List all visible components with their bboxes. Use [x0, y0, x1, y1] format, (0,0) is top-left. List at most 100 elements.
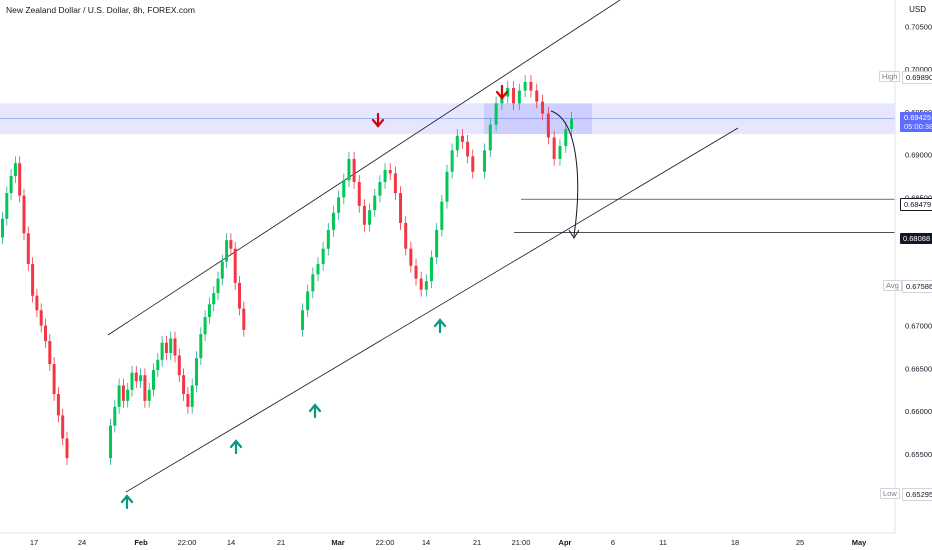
candle — [460, 128, 464, 149]
candle — [207, 297, 211, 324]
candle — [362, 199, 366, 232]
currency-label: USD — [909, 5, 926, 14]
candle — [199, 327, 203, 365]
candle — [342, 173, 346, 205]
candle — [190, 378, 194, 414]
candle — [558, 139, 562, 166]
candle-body — [409, 248, 413, 266]
price-tick-label: 0.66500 — [905, 364, 932, 373]
candle-body — [440, 201, 444, 230]
up-arrow-icon — [120, 494, 134, 510]
candle-body — [1, 218, 4, 238]
price-tick-label: 0.66000 — [905, 407, 932, 416]
candle-body — [488, 124, 492, 151]
candle-body — [238, 282, 241, 309]
candle — [419, 271, 423, 297]
candle-body — [414, 265, 418, 279]
up-arrow-icon — [229, 439, 243, 455]
high-tag: High — [879, 71, 901, 82]
candle — [347, 152, 351, 188]
candle-body — [512, 87, 516, 104]
time-tick-label: 14 — [422, 538, 430, 547]
candle — [134, 365, 138, 389]
candle — [56, 387, 60, 423]
current-price-label: 0.69425 05:00:38 — [900, 112, 932, 132]
time-tick-label: 21 — [473, 538, 481, 547]
candle-body — [471, 156, 475, 172]
time-tick-label: 22:00 — [178, 538, 197, 547]
candle-body — [143, 375, 147, 401]
candle-body — [5, 193, 9, 219]
candle-body — [558, 146, 562, 159]
candle-body — [190, 385, 194, 407]
candle-body — [435, 229, 439, 258]
candle-body — [160, 342, 164, 360]
candle-body — [173, 338, 177, 356]
candle-body — [466, 141, 470, 157]
candle-body — [35, 295, 39, 311]
candle-body — [182, 375, 186, 395]
candle-body — [541, 101, 545, 114]
candle-body — [404, 223, 408, 249]
candle-body — [195, 358, 198, 386]
candle — [393, 166, 397, 200]
candle — [306, 284, 310, 318]
candle-body — [121, 385, 125, 401]
candle-body — [424, 281, 428, 290]
candle-body — [331, 212, 335, 230]
candle — [368, 203, 372, 232]
candle — [383, 163, 387, 189]
candle-body — [52, 364, 56, 395]
candle — [147, 382, 151, 408]
candle-body — [316, 264, 320, 275]
candle — [517, 83, 521, 111]
time-tick-label: 17 — [30, 538, 38, 547]
candle — [352, 152, 356, 189]
time-tick-label: 22:00 — [376, 538, 395, 547]
price-tick-label: 0.69000 — [905, 151, 932, 160]
candle-body — [130, 372, 134, 390]
candle-body — [362, 205, 366, 225]
time-tick-label: 14 — [227, 538, 235, 547]
candle-body — [552, 137, 556, 159]
candlesticks — [1, 75, 574, 465]
candle-body — [445, 171, 449, 202]
candle-body — [337, 197, 341, 213]
candle — [203, 310, 207, 342]
candle-body — [9, 176, 13, 194]
candle — [13, 156, 17, 183]
candle — [39, 303, 43, 333]
candle — [160, 335, 164, 367]
candle — [44, 318, 47, 348]
candle — [26, 226, 30, 271]
candle — [466, 134, 470, 164]
time-tick-label: Feb — [134, 538, 148, 547]
candle — [156, 352, 160, 377]
candle-body — [126, 389, 130, 401]
candle — [564, 122, 568, 153]
candle-body — [225, 240, 229, 262]
candle — [238, 276, 241, 316]
up-arrow-icon — [433, 318, 447, 334]
annotation-arrows — [120, 84, 580, 510]
candle — [164, 335, 168, 360]
candle-body — [199, 334, 203, 359]
level1-price-label: 0.68479 — [900, 198, 932, 211]
candle-body — [460, 135, 464, 142]
candle-body — [301, 310, 304, 330]
low-tag: Low — [880, 488, 900, 499]
candle-body — [233, 248, 237, 283]
candle — [535, 83, 539, 109]
down-arrow-icon — [495, 84, 509, 100]
candle — [169, 331, 173, 360]
candle-body — [357, 181, 361, 206]
candle-body — [352, 158, 356, 182]
candle — [61, 408, 65, 446]
candle-body — [186, 394, 190, 407]
candle — [22, 188, 26, 241]
price-tick-label: 0.70500 — [905, 22, 932, 31]
candle-body — [203, 317, 207, 335]
candle — [445, 164, 449, 209]
candle-body — [18, 163, 22, 196]
